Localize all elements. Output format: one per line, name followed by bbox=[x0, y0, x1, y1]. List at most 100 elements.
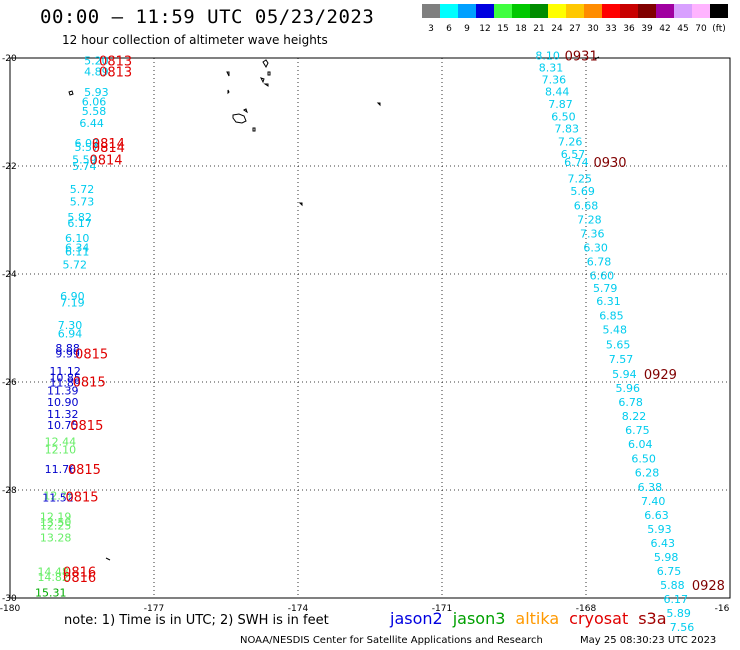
scale-swatch bbox=[494, 4, 512, 18]
wave-height-label: 6.78 bbox=[587, 256, 612, 269]
page-title: 00:00 – 11:59 UTC 05/23/2023 bbox=[40, 6, 375, 28]
pass-time-label: 0815 bbox=[70, 419, 103, 434]
wave-height-label: 5.72 bbox=[70, 183, 95, 196]
wave-height-label: 10.75 bbox=[47, 419, 79, 432]
page-subtitle: 12 hour collection of altimeter wave hei… bbox=[62, 33, 328, 47]
wave-height-label: 6.60 bbox=[590, 270, 615, 283]
wave-height-label: 6.17 bbox=[664, 593, 689, 606]
pass-time-label: 0929 bbox=[644, 368, 677, 383]
island-shape bbox=[252, 127, 256, 132]
wave-height-label: 13.50 bbox=[40, 516, 72, 529]
pass-time-label: 0930 bbox=[593, 156, 626, 171]
wave-height-label: 6.04 bbox=[628, 438, 653, 451]
lon-tick-label: -16 bbox=[715, 604, 730, 614]
scale-label: 33 bbox=[605, 24, 616, 34]
wave-height-label: 7.83 bbox=[555, 123, 580, 136]
wave-height-label: 7.36 bbox=[580, 228, 605, 241]
legend-entry-jason2: jason2 bbox=[390, 609, 443, 628]
wave-height-label: 5.96 bbox=[616, 382, 641, 395]
scale-label: 39 bbox=[641, 24, 653, 34]
wave-height-label: 6.30 bbox=[583, 242, 608, 255]
scale-label: (ft) bbox=[712, 24, 726, 34]
note-text: note: 1) Time is in UTC; 2) SWH is in fe… bbox=[64, 613, 329, 628]
wave-height-label: 10.85 bbox=[49, 372, 81, 385]
scale-swatch bbox=[422, 4, 440, 18]
wave-height-label: 12.?? bbox=[43, 489, 72, 502]
lon-tick-label: -177 bbox=[144, 604, 164, 614]
lat-tick-label: -30 bbox=[2, 594, 17, 604]
axis-labels: -180 -177 -174 -171 -168 -16 -20 -22 -24 -26 -28 -3… bbox=[0, 54, 730, 614]
wave-height-label: 6.06 bbox=[82, 96, 107, 109]
legend-entry-altika: altika bbox=[515, 609, 560, 628]
wave-height-values: 5.204.895.936.065.586.446.075.575.595.74… bbox=[35, 49, 694, 634]
wave-height-label: 8.22 bbox=[622, 410, 647, 423]
wave-height-label: 9.99 bbox=[55, 347, 80, 360]
lat-tick-label: -20 bbox=[2, 54, 17, 64]
scale-label: 15 bbox=[497, 24, 508, 34]
wave-height-label: 12.10 bbox=[45, 444, 77, 457]
wave-height-label: 5.89 bbox=[666, 607, 691, 620]
wave-height-label: 8.10 bbox=[535, 49, 560, 62]
wave-height-label: 7.30 bbox=[58, 319, 83, 332]
scale-swatch bbox=[584, 4, 602, 18]
lon-tick-label: -174 bbox=[288, 604, 309, 614]
color-scale: 3 6 9 12 15 18 21 24 27 30 33 36 39 42 45 70 (ft) bbox=[422, 4, 728, 34]
pass-time-label: 0814 bbox=[89, 154, 122, 169]
wave-height-label: 5.58 bbox=[82, 105, 107, 118]
wave-height-label: 7.25 bbox=[568, 172, 593, 185]
wave-height-label: 7.28 bbox=[577, 213, 602, 226]
island-shape bbox=[260, 77, 265, 84]
wave-height-label: 6.31 bbox=[596, 295, 621, 308]
scale-swatch bbox=[548, 4, 566, 18]
scale-label: 21 bbox=[533, 24, 544, 34]
scale-swatch bbox=[440, 4, 458, 18]
legend-entry-s3a: s3a bbox=[638, 609, 667, 628]
island-shape bbox=[68, 90, 74, 96]
wave-height-label: 5.74 bbox=[72, 160, 97, 173]
footer-credit: NOAA/NESDIS Center for Satellite Applica… bbox=[240, 635, 543, 646]
wave-height-label: 5.93 bbox=[647, 523, 672, 536]
wave-height-label: 11.12 bbox=[49, 365, 81, 378]
island-shape bbox=[376, 102, 381, 107]
island-shape bbox=[227, 89, 230, 95]
wave-height-label: 5.69 bbox=[570, 185, 595, 198]
islands bbox=[68, 56, 600, 561]
wave-height-label: 6.85 bbox=[599, 310, 624, 323]
pass-time-label: 0813 bbox=[99, 66, 132, 81]
pass-time-labels: 0813081308140814081408150815081508150815… bbox=[63, 49, 725, 594]
island-shape bbox=[243, 108, 248, 114]
wave-height-label: 5.93 bbox=[84, 86, 109, 99]
wave-height-label: 6.75 bbox=[625, 424, 650, 437]
island-shape bbox=[267, 71, 271, 76]
wave-height-label: 7.87 bbox=[548, 98, 573, 111]
scale-label: 70 bbox=[695, 24, 707, 34]
legend-entry-cryosat: cryosat bbox=[569, 609, 629, 628]
wave-height-label: 12.19 bbox=[40, 510, 72, 523]
scale-label: 36 bbox=[623, 24, 635, 34]
wave-height-label: 8.88 bbox=[55, 342, 80, 355]
wave-height-label: 6.38 bbox=[638, 481, 663, 494]
scale-swatch bbox=[620, 4, 638, 18]
wave-height-label: 10.90 bbox=[47, 396, 79, 409]
pass-time-label: 0931 bbox=[565, 49, 598, 64]
wave-height-label: 6.90 bbox=[60, 290, 85, 303]
scale-label: 27 bbox=[569, 24, 580, 34]
footer-timestamp: May 25 08:30:23 UTC 2023 bbox=[580, 635, 717, 646]
wave-height-label: 15.31 bbox=[35, 587, 67, 600]
lat-tick-label: -22 bbox=[2, 162, 17, 172]
scale-swatch bbox=[476, 4, 494, 18]
lat-tick-label: -26 bbox=[2, 378, 17, 388]
wave-height-label: 8.44 bbox=[545, 85, 570, 98]
wave-height-label: 5.79 bbox=[593, 282, 618, 295]
wave-height-label: 6.75 bbox=[657, 565, 682, 578]
scale-label: 18 bbox=[515, 24, 527, 34]
pass-time-label: 0813 bbox=[99, 55, 132, 70]
wave-height-label: 5.98 bbox=[654, 551, 679, 564]
pass-time-label: 0816 bbox=[63, 571, 96, 586]
pass-time-label: 0816 bbox=[63, 566, 96, 581]
wave-height-label: 5.94 bbox=[612, 368, 637, 381]
wave-height-label: 11.76 bbox=[45, 463, 77, 476]
scale-label: 9 bbox=[464, 24, 470, 34]
wave-height-label: 6.94 bbox=[58, 327, 83, 340]
lat-tick-label: -24 bbox=[2, 270, 17, 280]
